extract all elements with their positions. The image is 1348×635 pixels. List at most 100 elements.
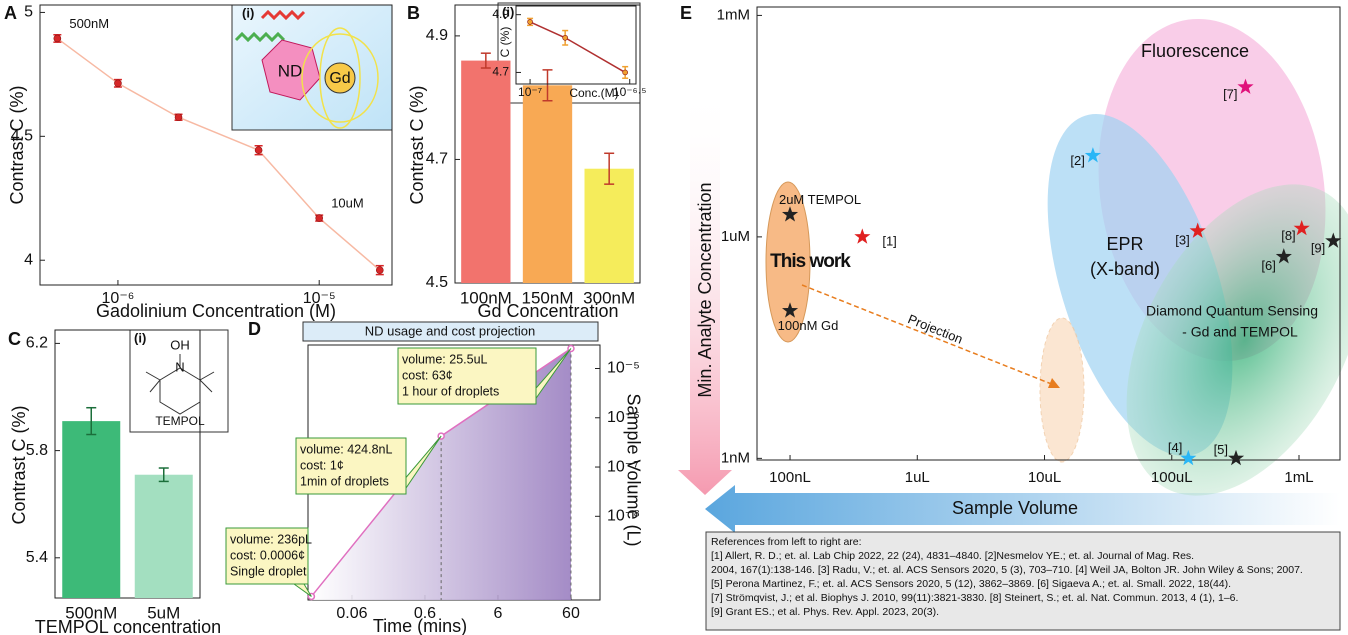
illustration-label: Gd xyxy=(329,70,350,87)
point-label: [6] xyxy=(1261,258,1275,273)
bar xyxy=(522,85,573,283)
star-point xyxy=(854,228,871,244)
title-bar xyxy=(302,321,599,342)
callout-text: volume: 25.5uL xyxy=(402,352,488,366)
panel-letter: A xyxy=(4,3,17,23)
star-point xyxy=(782,206,799,222)
callout-text: volume: 236pL xyxy=(230,532,312,546)
chart-title: ND usage and cost projection xyxy=(365,323,536,338)
x-tick-label: 10⁻⁵ xyxy=(303,290,336,307)
point-label: [1] xyxy=(882,233,896,248)
y-axis-label: Contrast C (%) xyxy=(9,405,29,524)
y-axis-label: Contrast C (%) xyxy=(407,85,427,204)
y-tick-label: 6.2 xyxy=(26,335,48,352)
x-axis-label: Time (mins) xyxy=(373,616,467,635)
x-tick-label: 100nM xyxy=(460,288,512,307)
callout xyxy=(397,347,537,405)
point-label: [9] xyxy=(1311,240,1325,255)
x-axis-label: Gd Concentration xyxy=(477,301,618,321)
data-point xyxy=(174,113,183,122)
callout-text: Single droplet xyxy=(230,564,307,578)
y-tick-label: 5.4 xyxy=(26,549,48,566)
bar xyxy=(134,474,193,598)
x-tick-label: 1mL xyxy=(1284,469,1313,486)
callout-pointer xyxy=(521,348,572,405)
point-label: 100nM Gd xyxy=(778,318,839,333)
point-label: [4] xyxy=(1168,440,1182,455)
structure-label: N xyxy=(175,359,184,374)
y-tick-label: 10⁻⁶ xyxy=(607,409,640,426)
x-tick-label: 5uM xyxy=(147,603,180,622)
y-tick-label: 1uM xyxy=(721,228,750,245)
data-line xyxy=(56,37,381,271)
y-tick-label: 4 xyxy=(24,251,33,268)
inset-label: (i) xyxy=(242,5,254,20)
point-label: 10uM xyxy=(331,196,364,211)
panel-letter: B xyxy=(407,3,420,23)
tempol-structure xyxy=(129,329,229,433)
bar xyxy=(62,421,121,598)
structure-label: OH xyxy=(170,337,190,352)
region-label: This work xyxy=(770,251,851,272)
star-point xyxy=(1275,248,1292,264)
illustration-a xyxy=(231,4,393,131)
callout-pointer xyxy=(391,435,442,495)
y-tick-label: 10⁻⁸ xyxy=(607,508,640,525)
x-tick-label: 10⁻⁷ xyxy=(518,85,542,99)
region-label: (X-band) xyxy=(1090,259,1160,279)
x-axis-label: TEMPOL concentration xyxy=(35,617,221,635)
arrow xyxy=(705,485,1340,533)
point-label: 500nM xyxy=(69,16,109,31)
x-tick-label: 0.06 xyxy=(336,605,367,622)
reference-line: [7] Strömqvist, J.; et al. Biophys J. 20… xyxy=(711,592,1238,604)
x-tick-label: 150nM xyxy=(522,288,574,307)
panel-letter: E xyxy=(680,3,692,23)
star-point xyxy=(1325,232,1342,248)
callout-text: volume: 424.8nL xyxy=(300,442,392,456)
callout-text: 1min of droplets xyxy=(300,474,389,488)
y-tick-label: 5.8 xyxy=(26,442,48,459)
callout-pointer xyxy=(293,583,312,597)
x-tick-label: 10⁻⁶·⁵ xyxy=(613,85,647,99)
y-axis-label: Sample Volume (L) xyxy=(623,393,643,546)
panel-letter: D xyxy=(248,319,261,339)
y-tick-label: 10⁻⁵ xyxy=(607,360,640,377)
y-axis-label: Contrast C (%) xyxy=(7,85,27,204)
point-label: 2uM TEMPOL xyxy=(779,192,861,207)
star-point xyxy=(782,302,799,318)
point-label: [8] xyxy=(1281,228,1295,243)
callout-text: cost: 0.0006¢ xyxy=(230,548,305,562)
callout xyxy=(295,437,407,495)
star-point xyxy=(1293,220,1310,236)
point-label: [5] xyxy=(1214,442,1228,457)
star-point xyxy=(1084,147,1101,163)
reference-line: 2004, 167(1):138-146. [3] Radu, V.; et. … xyxy=(711,564,1303,576)
callout xyxy=(225,527,309,585)
x-tick-label: 10⁻⁶ xyxy=(102,290,135,307)
region-label: EPR xyxy=(1106,234,1143,254)
data-point xyxy=(527,19,533,25)
panel-letter: C xyxy=(8,329,21,349)
x-tick-label: 0.6 xyxy=(414,605,436,622)
region-label: - Gd and TEMPOL xyxy=(1182,324,1298,340)
x-axis-label: Sample Volume xyxy=(952,498,1078,518)
regions xyxy=(765,18,1348,496)
data-point xyxy=(562,34,568,41)
data-point xyxy=(375,266,384,274)
y-tick-label: 4.7 xyxy=(426,151,448,168)
x-tick-label: 1uL xyxy=(905,469,930,486)
y-axis-label: Min. Analyte Concentration xyxy=(695,182,715,397)
x-axis-label: Gadolinium Concentration (M) xyxy=(96,301,336,321)
callout-text: 1 hour of droplets xyxy=(402,384,499,398)
structure-label: TEMPOL xyxy=(155,414,205,428)
plot-frame xyxy=(515,5,637,85)
plot-frame xyxy=(54,329,201,599)
y-tick-label: 4.5 xyxy=(426,274,448,291)
plot-frame xyxy=(39,4,393,286)
y-tick-label: 1mM xyxy=(717,6,750,23)
y-tick-label: 1nM xyxy=(721,449,750,466)
x-tick-label: 500nM xyxy=(65,603,117,622)
data-point xyxy=(622,69,628,76)
x-tick-label: 300nM xyxy=(583,288,635,307)
